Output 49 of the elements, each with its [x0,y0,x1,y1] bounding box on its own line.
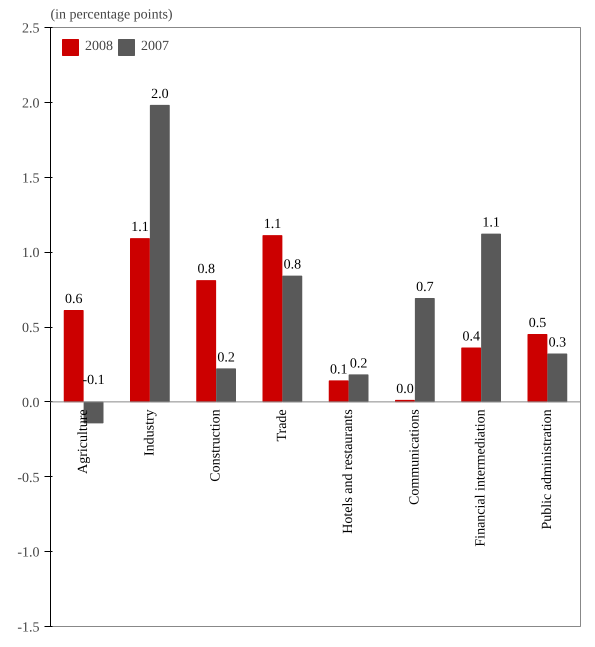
data-label: 0.2 [350,356,368,372]
y-tick-label: 1.5 [22,171,40,186]
data-label: 0.6 [64,292,82,308]
data-label: 1.1 [482,216,500,231]
y-tick-label: 2.0 [22,96,40,112]
bar [150,104,170,402]
y-tick-label: -1.5 [17,620,40,636]
bar [328,380,349,402]
data-label: 0.4 [462,329,480,344]
y-tick-label: 0.5 [22,321,40,336]
data-label: 0.2 [217,350,235,366]
data-label: 2.0 [151,86,169,102]
data-label: 0.8 [197,262,215,278]
data-label: 0.3 [548,335,566,350]
data-label: 1.1 [131,220,149,236]
chart-title: (in percentage points) [50,8,173,22]
bar [130,238,150,402]
y-tick-label: -1.0 [17,546,40,561]
data-label: 0.7 [416,280,434,296]
x-tick-label: Communications [407,409,422,506]
bar [216,368,236,402]
data-label: 0.5 [528,316,546,331]
data-label: 0.8 [284,258,302,273]
x-tick-label: Industry [142,409,158,456]
y-tick-label: 1.0 [22,246,40,262]
y-tick-label: -0.5 [17,470,40,486]
legend-label: 2007 [141,39,169,55]
y-tick-label: 0.0 [22,396,40,411]
x-tick-label: Trade [274,409,290,442]
y-tick-label: 2.5 [22,22,40,36]
x-tick-label: Construction [208,409,224,482]
bar [262,235,282,402]
x-tick-label: Hotels and restaurants [341,409,356,534]
x-tick-label: Public administration [540,409,555,530]
bar [196,280,216,402]
bar [461,347,482,402]
bar [282,276,302,402]
bar [348,374,369,402]
data-label: 1.1 [264,217,282,232]
legend-label: 2008 [85,39,113,55]
x-tick-label: Agriculture [76,409,92,474]
bar [481,234,502,402]
bar [527,334,548,402]
data-label: 0.0 [396,382,414,397]
data-label: 0.1 [330,362,348,378]
x-tick-label: Financial intermediation [474,409,489,547]
bar [414,298,435,402]
bar [547,353,568,402]
bar [64,310,84,402]
